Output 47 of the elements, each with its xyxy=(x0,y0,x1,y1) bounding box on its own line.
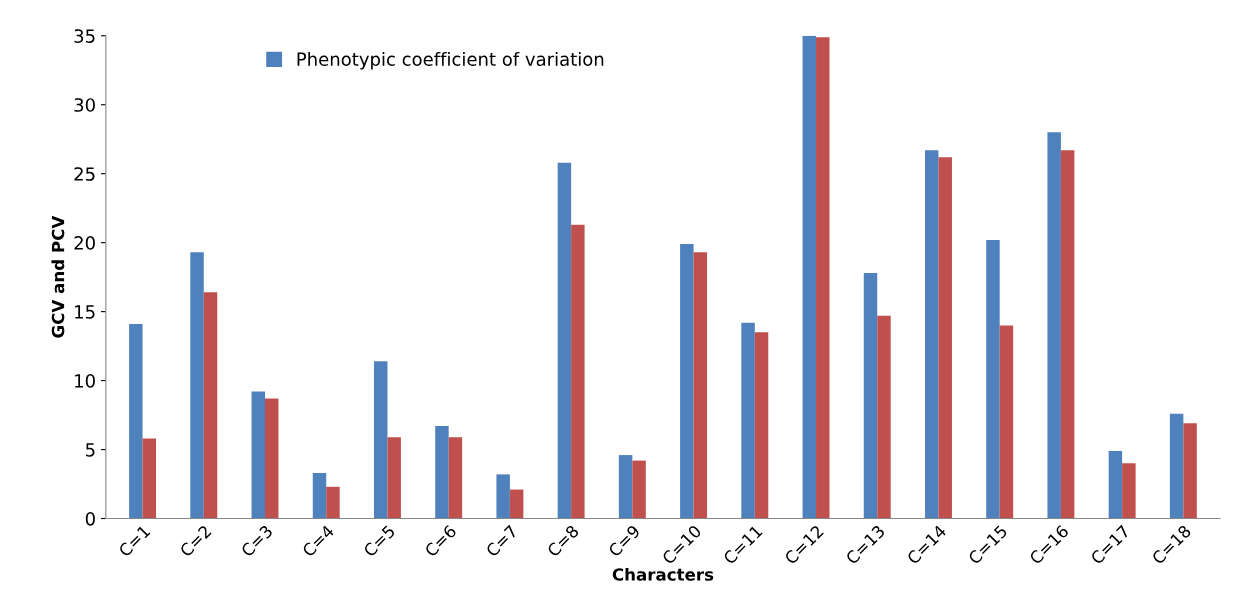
bar xyxy=(142,438,157,519)
bar xyxy=(1108,450,1123,519)
bar xyxy=(448,437,463,519)
y-tick-label: 30 xyxy=(74,98,95,112)
bar xyxy=(632,460,646,519)
bar xyxy=(1060,150,1075,519)
bar xyxy=(802,35,817,519)
bar xyxy=(618,455,633,519)
bar xyxy=(312,473,327,519)
bar xyxy=(754,332,769,519)
bar xyxy=(203,292,218,519)
bar xyxy=(693,252,708,519)
bar xyxy=(509,489,524,519)
bar xyxy=(435,426,449,519)
bar xyxy=(265,398,279,519)
y-tick-label: 15 xyxy=(75,305,95,319)
bar xyxy=(1183,423,1197,519)
bar xyxy=(496,474,510,519)
y-axis-title: GCV and PCV xyxy=(51,215,65,338)
bar xyxy=(571,224,585,519)
bar xyxy=(1047,132,1061,519)
y-tick-label: 10 xyxy=(75,374,95,388)
bar xyxy=(999,325,1014,519)
bar xyxy=(251,391,266,519)
bar xyxy=(326,486,340,519)
x-axis-title: Characters xyxy=(612,567,714,581)
bar xyxy=(373,361,388,519)
bar xyxy=(190,252,204,519)
bar xyxy=(680,244,694,519)
bar xyxy=(557,162,572,519)
bar xyxy=(863,273,878,519)
bar xyxy=(877,315,891,519)
bar xyxy=(986,239,1000,519)
bar xyxy=(387,437,401,519)
y-tick-label: 0 xyxy=(85,511,95,526)
bar xyxy=(816,37,830,519)
y-tick-label: 25 xyxy=(74,167,95,181)
bar xyxy=(925,150,939,519)
legend-label: Phenotypic coefficient of variation xyxy=(297,52,604,70)
y-tick-label: 35 xyxy=(74,29,95,43)
y-tick-label: 5 xyxy=(86,443,95,457)
bar xyxy=(129,324,143,519)
bar xyxy=(938,157,952,519)
y-tick-label: 20 xyxy=(74,236,95,250)
bar xyxy=(1169,413,1184,519)
bar xyxy=(741,322,755,519)
bar xyxy=(1122,463,1136,519)
